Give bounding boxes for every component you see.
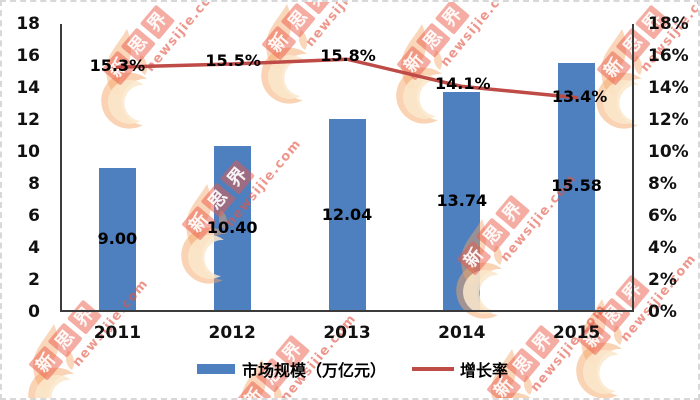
line-point-label: 14.1% (435, 74, 491, 94)
bar-value-label: 10.40 (206, 217, 258, 237)
y-axis-right-tick-label: 0% (648, 302, 677, 322)
y-axis-right-tick-label: 12% (648, 110, 689, 130)
y-axis-left-tick-label: 16 (16, 46, 40, 66)
y-axis-left-tick-label: 6 (28, 206, 40, 226)
y-axis-right-tick-label: 18% (648, 14, 689, 34)
bar-value-label: 9.00 (97, 229, 138, 248)
x-axis-tick-label: 2013 (323, 323, 371, 343)
flame-logo-icon (576, 299, 623, 398)
y-axis-right-tick-label: 6% (648, 206, 677, 226)
brand-character-block: 新 (236, 380, 272, 398)
brand-character-block: 新 (28, 345, 64, 381)
growth-rate-line (115, 57, 579, 100)
y-axis-left-tick-label: 2 (28, 270, 40, 290)
y-axis-right-tick-label: 14% (648, 78, 689, 98)
bar-2011 (98, 168, 136, 312)
legend-line-swatch-icon (412, 367, 455, 371)
bar-2015 (558, 62, 596, 312)
bar-value-label: 15.58 (551, 176, 602, 196)
legend-line-label: 增长率 (460, 361, 509, 380)
y-axis-right-tick-label: 4% (648, 238, 677, 258)
brand-character-block: 界 (299, 2, 336, 15)
y-axis-right-tick-label: 16% (648, 46, 689, 66)
y-axis-left-tick-label: 8 (28, 174, 40, 194)
watermark-site-text: newsijie.com (527, 301, 610, 395)
legend: 市场规模（万亿元） 增长率 (197, 357, 508, 381)
x-axis-tick-label: 2015 (552, 323, 601, 343)
bar-value-label: 13.74 (436, 191, 488, 211)
bar-2013 (328, 119, 366, 312)
y-axis-left-tick-label: 14 (16, 78, 40, 98)
legend-bar-label: 市场规模（万亿元） (242, 361, 387, 380)
legend-bar-swatch-icon (197, 364, 235, 374)
y-axis-left-tick-label: 12 (16, 110, 40, 130)
line-point-label: 15.5% (205, 51, 261, 70)
bar-value-label: 12.04 (321, 204, 373, 224)
y-axis-left-tick-label: 10 (16, 142, 40, 162)
line-point-label: 13.4% (551, 86, 608, 106)
y-axis-right-tick-label: 8% (648, 174, 677, 194)
y-axis-right-tick-label: 2% (648, 270, 677, 290)
line-point-label: 15.8% (320, 46, 376, 66)
y-axis-left-tick-label: 18 (16, 14, 40, 34)
y-axis-right-tick-label: 10% (648, 142, 689, 162)
growth-line-path (115, 57, 579, 100)
x-axis-tick-label: 2011 (93, 323, 142, 343)
y-axis-left-tick-label: 0 (28, 302, 40, 322)
y-axis-left-tick-label: 4 (28, 238, 40, 258)
line-point-label: 15.3% (89, 56, 146, 76)
brand-character-block: 思 (505, 347, 541, 383)
x-axis-tick-label: 2012 (208, 323, 256, 343)
x-axis-tick-label: 2014 (438, 323, 486, 343)
